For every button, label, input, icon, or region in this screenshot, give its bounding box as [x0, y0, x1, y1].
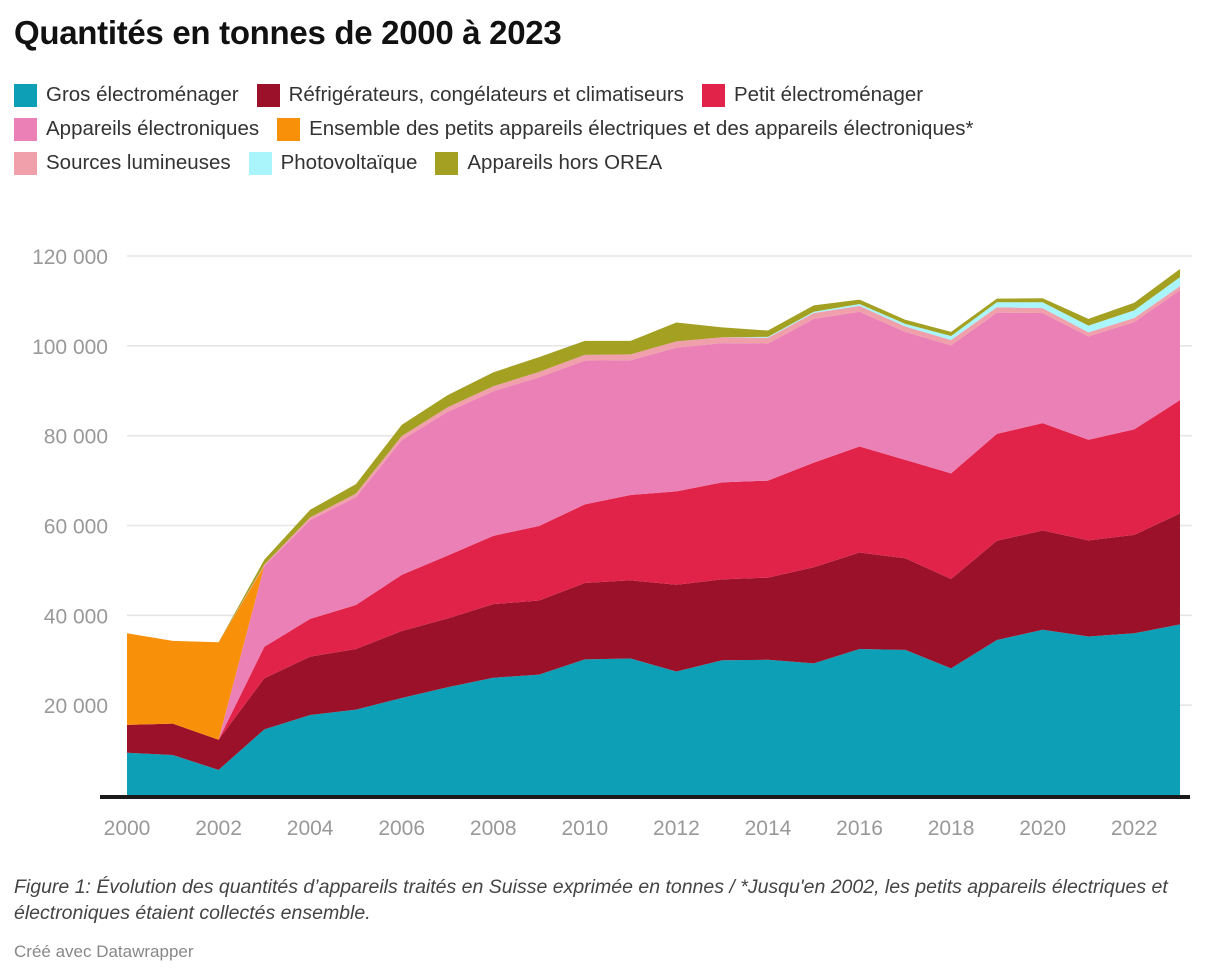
y-axis-tick-label: 60 000 [44, 516, 108, 539]
legend-swatch-icon [256, 83, 280, 107]
chart-credit: Créé avec Datawrapper [14, 942, 194, 961]
legend-item-photovoltaique[interactable]: Photovoltaïque [248, 150, 418, 175]
y-axis-tick-label: 120 000 [32, 246, 108, 269]
legend-item-label: Photovoltaïque [280, 150, 418, 174]
legend-swatch-icon [14, 151, 37, 175]
area-series [127, 513, 1180, 770]
legend-swatch-icon [248, 151, 272, 175]
legend-item-label: Appareils électroniques [46, 116, 260, 140]
x-axis-tick-label: 2012 [653, 817, 700, 840]
area-series [127, 400, 1180, 740]
legend-row: Gros électroménager Réfrigérateurs, cong… [14, 80, 1206, 110]
legend-item-label: Gros électroménager [46, 82, 239, 106]
area-series [127, 269, 1180, 643]
y-axis-tick-label: 100 000 [32, 336, 108, 359]
y-axis-tick-label: 40 000 [44, 605, 108, 628]
x-axis-tick-label: 2010 [561, 817, 608, 840]
y-axis-tick-label: 80 000 [44, 426, 108, 449]
legend-swatch-icon [14, 83, 37, 107]
chart-plot-area: 20 000 40 000 60 000 80 000 100 000 120 000 20… [0, 186, 1220, 846]
legend-swatch-icon [701, 83, 725, 107]
area-series [127, 290, 1180, 740]
legend-item-ensemble-petits-appareils[interactable]: Ensemble des petits appareils électrique… [277, 116, 974, 141]
x-axis-tick-label: 2004 [287, 817, 334, 840]
x-axis-tick-label: 2002 [195, 817, 242, 840]
x-axis-tick-label: 2008 [470, 817, 517, 840]
legend-swatch-icon [435, 151, 459, 175]
legend-item-label: Petit électroménager [733, 82, 924, 106]
page-title: Quantités en tonnes de 2000 à 2023 [14, 14, 562, 51]
legend-row: Sources lumineuses Photovoltaïque Appare… [14, 148, 1206, 178]
legend-item-label: Appareils hors OREA [467, 150, 663, 174]
legend-item-appareils-hors-orea[interactable]: Appareils hors OREA [435, 150, 663, 175]
legend-item-petit-electromenager[interactable]: Petit électroménager [701, 82, 924, 107]
legend-item-appareils-electroniques[interactable]: Appareils électroniques [14, 116, 260, 141]
x-axis-tick-label: 2014 [745, 817, 792, 840]
legend-row: Appareils électroniques Ensemble des pet… [14, 114, 1206, 144]
x-axis-tick-label: 2022 [1111, 817, 1158, 840]
legend-item-label: Sources lumineuses [46, 150, 231, 174]
legend-swatch-icon [14, 117, 37, 141]
x-axis-tick-label: 2006 [378, 817, 425, 840]
legend-item-label: Réfrigérateurs, congélateurs et climatis… [288, 82, 684, 106]
legend-item-sources-lumineuses[interactable]: Sources lumineuses [14, 150, 231, 175]
legend-item-refrigerateurs[interactable]: Réfrigérateurs, congélateurs et climatis… [256, 82, 684, 107]
chart-legend: Gros électroménager Réfrigérateurs, cong… [14, 80, 1206, 182]
legend-item-gros-electromenager[interactable]: Gros électroménager [14, 82, 239, 107]
y-axis-tick-label: 20 000 [44, 695, 108, 718]
area-series [127, 624, 1180, 795]
x-axis-tick-label: 2018 [928, 817, 975, 840]
legend-item-label: Ensemble des petits appareils électrique… [309, 116, 974, 140]
figure-caption: Figure 1: Évolution des quantités d’appa… [14, 876, 1168, 925]
x-axis-tick-label: 2020 [1019, 817, 1066, 840]
x-axis-tick-label: 2000 [104, 817, 151, 840]
stacked-area-chart: 20 000 40 000 60 000 80 000 100 000 120 000 20… [32, 246, 1192, 840]
legend-swatch-icon [277, 117, 301, 141]
x-axis-tick-label: 2016 [836, 817, 883, 840]
